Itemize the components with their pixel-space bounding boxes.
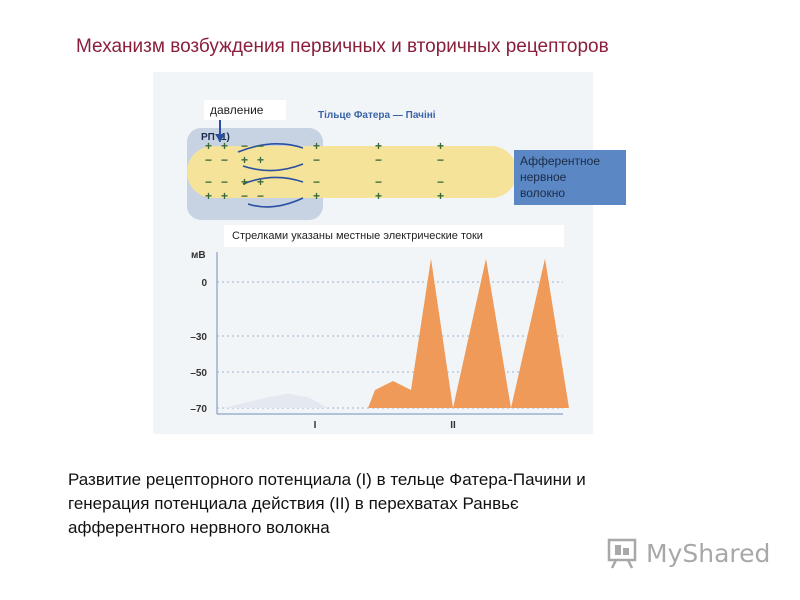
corpuscle-title: Тільце Фатера — Пачіні xyxy=(318,110,436,121)
caption-line: афферентного нервного волокна xyxy=(68,518,330,537)
caption-line: генерация потенциала действия (II) в пер… xyxy=(68,494,519,513)
rp-label: РП (1) xyxy=(201,132,230,143)
charge-sign: − xyxy=(313,175,320,189)
charge-sign: − xyxy=(205,153,212,167)
charge-sign: − xyxy=(437,153,444,167)
current-arrow xyxy=(242,163,304,172)
x-tick-label: I xyxy=(314,420,317,431)
charge-sign: + xyxy=(221,189,228,203)
charge-sign: + xyxy=(257,175,264,189)
charge-sign: − xyxy=(205,175,212,189)
charge-sign: − xyxy=(437,175,444,189)
charge-sign: + xyxy=(257,153,264,167)
y-axis-label: мВ xyxy=(191,250,206,261)
slide-caption: Развитие рецепторного потенциала (I) в т… xyxy=(68,468,708,540)
charge-sign: + xyxy=(205,139,212,153)
afferent-label-line: Афферентное xyxy=(520,154,601,168)
charge-sign: − xyxy=(257,139,264,153)
pressure-arrowhead xyxy=(215,134,225,142)
charge-sign: + xyxy=(205,189,212,203)
charge-sign: − xyxy=(375,175,382,189)
receptor-potential-area xyxy=(223,393,328,408)
action-potential-area xyxy=(368,258,569,408)
charge-sign: + xyxy=(313,189,320,203)
y-tick-label: –50 xyxy=(190,368,207,379)
charge-sign: − xyxy=(221,175,228,189)
pressure-label: давление xyxy=(204,100,286,120)
charge-sign: + xyxy=(313,139,320,153)
charge-sign: − xyxy=(241,139,248,153)
y-tick-label: –70 xyxy=(190,404,207,415)
charge-sign: + xyxy=(221,139,228,153)
current-arrow xyxy=(247,197,304,208)
charge-sign: + xyxy=(437,139,444,153)
charge-sign: + xyxy=(375,139,382,153)
charge-sign: + xyxy=(241,153,248,167)
brand-name: MyShared xyxy=(646,538,771,568)
charge-sign: + xyxy=(437,189,444,203)
nerve-fiber xyxy=(187,146,517,198)
currents-note: Стрелками указаны местные электрические … xyxy=(224,225,564,247)
corpuscle-illustration: Тільце Фатера — Пачіні РП (1) + + − − + + +− − +… xyxy=(187,110,517,220)
charge-sign: − xyxy=(313,153,320,167)
afferent-label-line: нервное xyxy=(520,170,567,184)
current-arrow xyxy=(242,176,304,185)
charge-sign: − xyxy=(221,153,228,167)
presentation-board-icon xyxy=(607,538,637,569)
current-arrow xyxy=(237,143,304,153)
charge-sign: + xyxy=(241,175,248,189)
brand-logo: MyShared xyxy=(606,537,770,569)
y-tick-label: 0 xyxy=(201,278,207,289)
charge-signs: + + − − + + +− − + + − − −− − + + − − −+ + − − + + + xyxy=(205,139,444,203)
caption-line: Развитие рецепторного потенциала (I) в т… xyxy=(68,470,586,489)
fiber-end xyxy=(479,148,515,196)
afferent-fiber-label: Афферентное нервное волокно xyxy=(514,150,626,205)
afferent-label-line: волокно xyxy=(520,186,566,200)
potential-chart: мВ 0–30–50–70I II xyxy=(190,250,569,431)
charge-sign: − xyxy=(257,189,264,203)
charge-sign: − xyxy=(375,153,382,167)
x-tick-label: II xyxy=(450,420,456,431)
y-tick-label: –30 xyxy=(190,332,207,343)
charge-sign: + xyxy=(375,189,382,203)
charge-sign: − xyxy=(241,189,248,203)
slide-title: Механизм возбуждения первичных и вторичн… xyxy=(76,36,609,57)
